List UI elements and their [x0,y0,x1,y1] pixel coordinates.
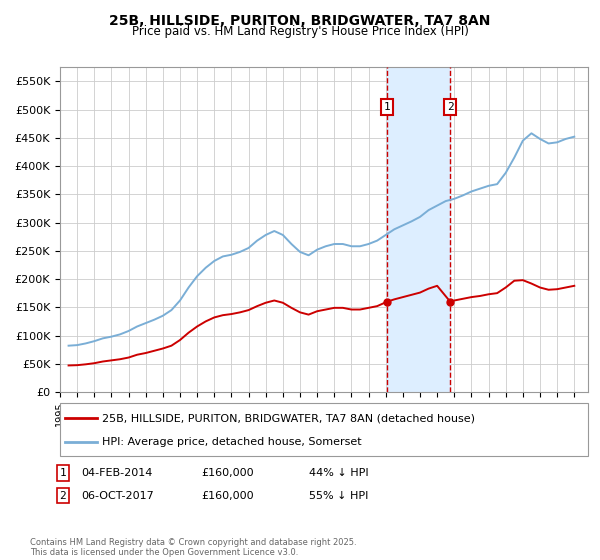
Text: 2: 2 [59,491,67,501]
Text: 2: 2 [447,102,454,112]
Text: £160,000: £160,000 [201,491,254,501]
Text: HPI: Average price, detached house, Somerset: HPI: Average price, detached house, Some… [102,436,362,446]
Text: 44% ↓ HPI: 44% ↓ HPI [309,468,368,478]
FancyBboxPatch shape [60,403,588,456]
Text: 04-FEB-2014: 04-FEB-2014 [81,468,152,478]
Text: 25B, HILLSIDE, PURITON, BRIDGWATER, TA7 8AN: 25B, HILLSIDE, PURITON, BRIDGWATER, TA7 … [109,14,491,28]
Text: 55% ↓ HPI: 55% ↓ HPI [309,491,368,501]
Text: 1: 1 [59,468,67,478]
Bar [387,67,450,392]
Text: Contains HM Land Registry data © Crown copyright and database right 2025.
This d: Contains HM Land Registry data © Crown c… [30,538,356,557]
Text: 06-OCT-2017: 06-OCT-2017 [81,491,154,501]
Text: 25B, HILLSIDE, PURITON, BRIDGWATER, TA7 8AN (detached house): 25B, HILLSIDE, PURITON, BRIDGWATER, TA7 … [102,413,475,423]
Text: £160,000: £160,000 [201,468,254,478]
Text: Price paid vs. HM Land Registry's House Price Index (HPI): Price paid vs. HM Land Registry's House … [131,25,469,38]
Text: 1: 1 [384,102,391,112]
